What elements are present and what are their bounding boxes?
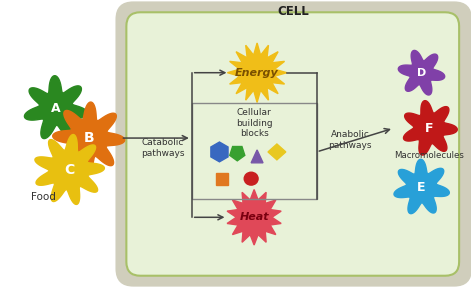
Polygon shape — [268, 144, 286, 160]
Text: E: E — [417, 181, 426, 194]
Polygon shape — [228, 43, 287, 102]
Polygon shape — [394, 159, 449, 214]
Text: D: D — [417, 68, 426, 78]
Polygon shape — [35, 135, 104, 204]
Text: A: A — [51, 102, 61, 115]
Text: Catabolic
pathways: Catabolic pathways — [141, 138, 185, 158]
Text: Food: Food — [31, 192, 55, 203]
Text: Cellular
building
blocks: Cellular building blocks — [236, 108, 273, 138]
Polygon shape — [230, 147, 245, 161]
Polygon shape — [25, 76, 88, 139]
Polygon shape — [53, 102, 125, 174]
Text: B: B — [83, 131, 94, 145]
Ellipse shape — [244, 172, 258, 185]
Text: Macromolecules: Macromolecules — [394, 151, 465, 160]
FancyBboxPatch shape — [116, 1, 472, 287]
Bar — [217, 173, 228, 185]
Polygon shape — [227, 190, 281, 245]
Polygon shape — [398, 50, 445, 95]
Text: Heat: Heat — [239, 212, 269, 222]
Polygon shape — [211, 142, 228, 162]
Bar — [191, 103, 317, 199]
Polygon shape — [251, 150, 263, 163]
Polygon shape — [403, 101, 457, 155]
Text: Anabolic
pathways: Anabolic pathways — [328, 130, 372, 150]
Text: Energy: Energy — [235, 68, 279, 78]
Text: F: F — [425, 122, 434, 135]
Text: CELL: CELL — [278, 5, 310, 18]
Text: C: C — [64, 163, 74, 177]
FancyBboxPatch shape — [127, 12, 459, 276]
